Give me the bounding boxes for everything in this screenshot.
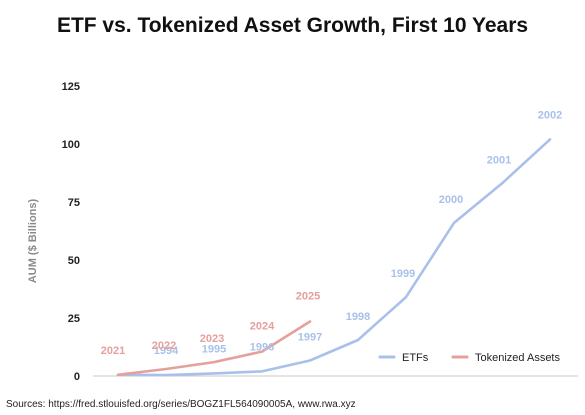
series-line-etfs bbox=[116, 138, 552, 377]
series-line-tokenized-assets bbox=[116, 320, 312, 377]
point-label: 1994 bbox=[154, 345, 179, 357]
y-tick-label: 125 bbox=[62, 81, 80, 93]
point-label: 2022 bbox=[152, 340, 176, 352]
point-label: 1996 bbox=[250, 341, 274, 353]
y-tick-label: 100 bbox=[62, 139, 80, 151]
point-label: 2024 bbox=[250, 321, 275, 333]
point-labels: 1994 1995 1996 1997 1998 1999 2000 2001 2002 2021… bbox=[101, 109, 562, 357]
legend-label: Tokenized Assets bbox=[475, 352, 560, 364]
point-label: 1997 bbox=[298, 331, 322, 343]
y-tick-label: 50 bbox=[68, 255, 80, 267]
series-lines bbox=[116, 138, 552, 377]
point-label: 1999 bbox=[391, 268, 415, 280]
point-label: 2021 bbox=[101, 345, 125, 357]
point-label: 2025 bbox=[296, 290, 320, 302]
point-label: 1995 bbox=[202, 343, 226, 355]
source-note: Sources: https://fred.stlouisfed.org/ser… bbox=[6, 399, 356, 410]
y-tick-label: 25 bbox=[68, 313, 80, 325]
point-label: 2000 bbox=[439, 194, 463, 206]
axes: 0 25 50 75 100 125 AUM ($ Billions) bbox=[27, 81, 578, 383]
chart-title: ETF vs. Tokenized Asset Growth, First 10… bbox=[56, 14, 529, 37]
y-tick-label: 75 bbox=[68, 197, 80, 209]
legend: ETFs Tokenized Assets bbox=[378, 352, 560, 364]
point-label: 2002 bbox=[538, 109, 562, 121]
y-tick-label: 0 bbox=[74, 371, 80, 383]
point-label: 2001 bbox=[487, 154, 511, 166]
point-label: 1998 bbox=[346, 311, 370, 323]
y-axis-title: AUM ($ Billions) bbox=[27, 199, 39, 284]
legend-label: ETFs bbox=[402, 352, 429, 364]
point-label: 2023 bbox=[200, 333, 224, 345]
